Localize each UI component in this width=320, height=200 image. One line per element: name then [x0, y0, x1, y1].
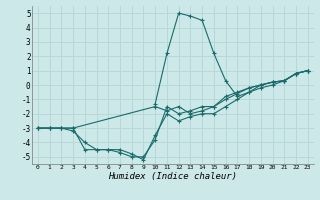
X-axis label: Humidex (Indice chaleur): Humidex (Indice chaleur) [108, 172, 237, 181]
